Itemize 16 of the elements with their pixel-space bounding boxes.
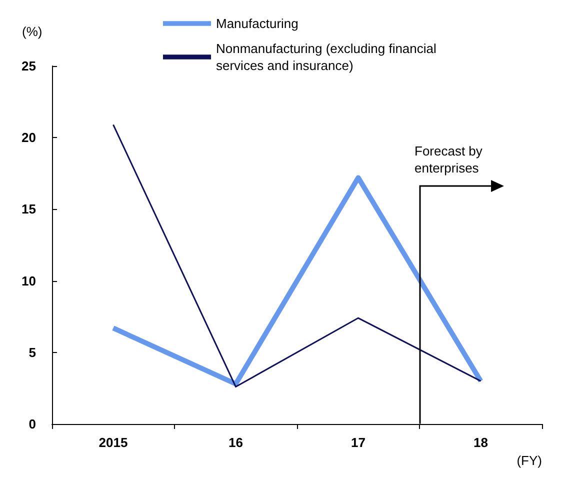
y-tick-label: 15 — [22, 202, 36, 217]
x-axis-title: (FY) — [516, 453, 542, 468]
legend-label: Nonmanufacturing (excluding financial services and insurance) — [216, 41, 440, 73]
y-tick-label: 20 — [22, 130, 36, 146]
x-tick-label: 18 — [474, 435, 488, 450]
y-tick-label: 0 — [28, 416, 36, 432]
y-tick-label: 10 — [22, 273, 36, 288]
y-tick-label: 5 — [28, 344, 36, 360]
y-axis-title: (%) — [22, 24, 42, 39]
line-series — [112, 124, 482, 388]
annotation: Forecast by enterprises — [414, 143, 483, 176]
y-tick-label: 25 — [22, 58, 36, 74]
legend-label: Manufacturing — [216, 16, 298, 31]
x-tick-label: 16 — [228, 435, 243, 450]
x-tick-label: 17 — [351, 435, 366, 450]
x-tick-label: 2015 — [98, 435, 128, 450]
